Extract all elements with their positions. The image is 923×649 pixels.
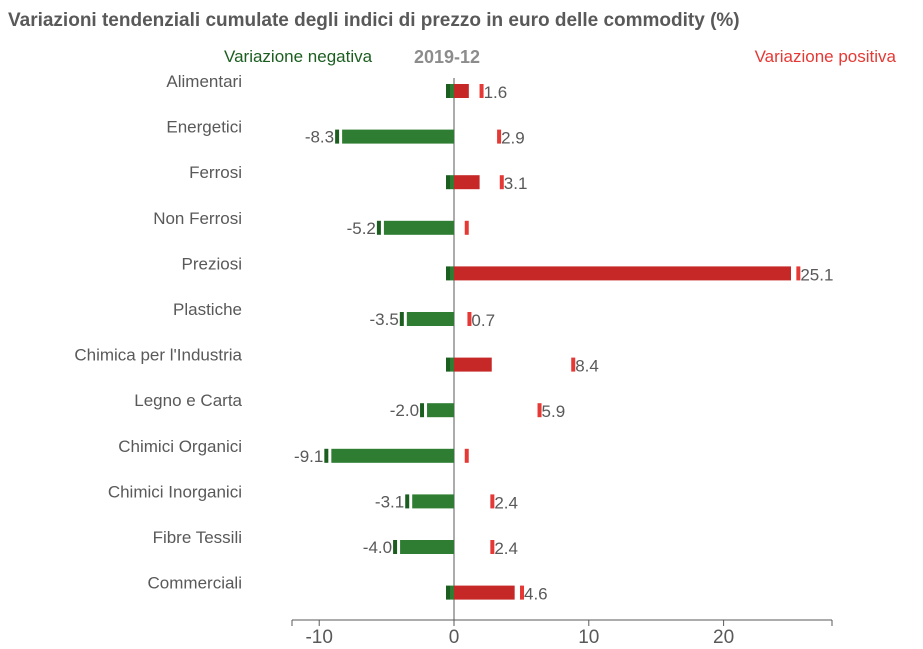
- negative-marker: [446, 266, 450, 281]
- negative-marker: [446, 84, 450, 98]
- category-label: Ferrosi: [189, 163, 242, 182]
- positive-marker: [479, 84, 484, 98]
- positive-marker: [490, 540, 495, 554]
- negative-marker: [376, 220, 381, 235]
- positive-bar: [454, 585, 515, 600]
- negative-bar: [383, 220, 454, 235]
- x-tick-label: 20: [713, 627, 734, 648]
- positive-value-label: 1.6: [484, 83, 508, 102]
- positive-marker: [464, 220, 469, 235]
- x-tick-label: -10: [305, 627, 332, 648]
- positive-marker: [520, 585, 525, 600]
- negative-value-label: -5.2: [347, 219, 376, 238]
- negative-marker: [446, 175, 450, 190]
- legend-positive-label: Variazione positiva: [755, 47, 897, 66]
- category-label: Chimica per l'Industria: [74, 346, 242, 365]
- negative-marker: [393, 540, 398, 554]
- positive-value-label: 3.1: [504, 174, 528, 193]
- negative-value-label: -8.3: [305, 128, 334, 147]
- category-label: Fibre Tessili: [153, 528, 242, 547]
- positive-bar: [454, 175, 480, 190]
- negative-bar: [412, 494, 454, 509]
- plot-area: Alimentari 1.6 Energetici -8.3 2.9 Ferrosi 3.1…: [74, 72, 833, 648]
- negative-bar: [406, 312, 454, 326]
- category-label: Alimentari: [166, 72, 242, 91]
- period-label: 2019-12: [414, 47, 480, 67]
- positive-marker: [499, 175, 504, 190]
- positive-marker: [467, 312, 472, 326]
- negative-value-label: -9.1: [294, 447, 323, 466]
- negative-bar: [449, 357, 454, 372]
- positive-value-label: 2.9: [501, 129, 525, 148]
- negative-marker: [420, 403, 425, 418]
- x-tick-label: 0: [449, 627, 460, 648]
- negative-value-label: -3.1: [375, 492, 404, 511]
- positive-value-label: 2.4: [494, 493, 518, 512]
- positive-marker: [464, 448, 469, 463]
- positive-value-label: 5.9: [542, 402, 566, 421]
- category-label: Non Ferrosi: [153, 209, 242, 228]
- positive-marker: [537, 403, 542, 418]
- negative-value-label: -4.0: [363, 538, 392, 557]
- x-tick-label: 10: [578, 627, 599, 648]
- negative-marker: [446, 357, 450, 372]
- category-label: Commerciali: [148, 574, 242, 593]
- positive-value-label: 25.1: [800, 265, 833, 284]
- negative-marker: [324, 448, 329, 463]
- positive-value-label: 8.4: [575, 357, 599, 376]
- negative-marker: [399, 312, 404, 326]
- negative-bar: [449, 84, 454, 98]
- legend-negative-label: Variazione negativa: [224, 47, 373, 66]
- negative-value-label: -2.0: [390, 401, 419, 420]
- negative-marker: [446, 585, 450, 600]
- negative-bar: [449, 585, 454, 600]
- positive-bar: [454, 357, 492, 372]
- positive-marker: [571, 357, 576, 372]
- positive-marker: [497, 129, 502, 144]
- category-label: Preziosi: [182, 254, 242, 273]
- category-label: Legno e Carta: [134, 391, 242, 410]
- negative-marker: [405, 494, 410, 509]
- category-label: Energetici: [166, 118, 242, 137]
- negative-value-label: -3.5: [370, 310, 399, 329]
- negative-bar: [449, 266, 454, 281]
- category-label: Chimici Organici: [118, 437, 242, 456]
- positive-value-label: 2.4: [494, 539, 518, 558]
- chart-title: Variazioni tendenziali cumulate degli in…: [8, 10, 740, 31]
- positive-marker: [796, 266, 801, 281]
- negative-bar: [342, 129, 454, 144]
- negative-bar: [427, 403, 454, 418]
- category-label: Chimici Inorganici: [108, 482, 242, 501]
- category-label: Plastiche: [173, 300, 242, 319]
- negative-bar: [400, 540, 454, 554]
- negative-bar: [449, 175, 454, 190]
- positive-bar: [454, 266, 791, 281]
- positive-value-label: 4.6: [524, 585, 548, 604]
- negative-bar: [331, 448, 454, 463]
- negative-marker: [335, 129, 340, 144]
- positive-bar: [454, 84, 469, 98]
- positive-value-label: 0.7: [471, 311, 495, 330]
- positive-marker: [490, 494, 495, 509]
